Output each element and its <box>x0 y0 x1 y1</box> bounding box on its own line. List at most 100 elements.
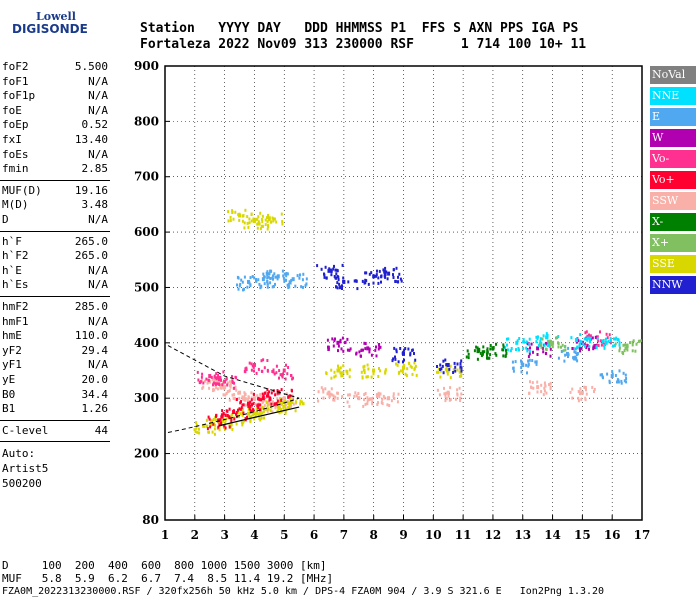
echo-dot <box>586 338 589 342</box>
echo-dot <box>266 280 269 284</box>
echo-dot <box>266 227 269 231</box>
echo-dot <box>216 387 219 391</box>
echo-dot <box>228 384 231 388</box>
data-point <box>246 411 250 416</box>
echo-dot <box>585 330 588 334</box>
echo-dot <box>260 398 263 402</box>
echo-dot <box>341 284 343 288</box>
echo-dot <box>460 369 463 373</box>
echo-dot <box>527 359 530 363</box>
echo-dot <box>522 346 525 350</box>
echo-dot <box>530 385 532 389</box>
echo-dot <box>226 383 229 387</box>
data-point <box>208 374 212 379</box>
echo-dot <box>305 277 308 281</box>
echo-dot <box>379 392 382 396</box>
param-value: 20.0 <box>81 373 109 386</box>
echo-dot <box>527 355 530 359</box>
echo-dot <box>275 364 278 368</box>
echo-dot <box>337 278 340 282</box>
echo-dot <box>270 220 272 224</box>
echo-dot <box>436 388 439 392</box>
echo-dot <box>367 367 370 371</box>
echo-dot <box>243 287 245 291</box>
echo-dot <box>540 342 542 346</box>
echo-dot <box>617 338 620 342</box>
echo-dot <box>555 336 557 340</box>
echo-dot <box>253 392 255 396</box>
param-row: hmE 110.0 <box>2 329 108 343</box>
echo-dot <box>266 394 268 398</box>
echo-dot <box>256 412 259 416</box>
echo-dot <box>534 360 537 364</box>
echo-dot <box>614 374 617 377</box>
echo-dot <box>238 218 241 222</box>
tick-label-y: 200 <box>134 447 159 461</box>
echo-dot <box>246 415 248 419</box>
echo-dot <box>266 359 269 362</box>
tick-label-x: 1 <box>161 528 169 542</box>
echo-dot <box>530 342 533 346</box>
echo-dot <box>445 397 448 401</box>
echo-dot <box>208 386 211 390</box>
data-point <box>610 374 614 379</box>
echo-dot <box>375 273 378 277</box>
echo-dot <box>288 405 291 409</box>
echo-dot <box>259 418 262 422</box>
echo-dot <box>588 333 590 337</box>
data-point <box>223 385 227 390</box>
param-value: N/A <box>88 74 108 88</box>
echo-dot <box>261 220 264 223</box>
echo-dot <box>544 384 547 388</box>
echo-dot <box>529 346 531 350</box>
echo-dot <box>621 351 624 354</box>
echo-dot <box>258 397 261 401</box>
echo-dot <box>383 396 386 400</box>
echo-dot <box>459 367 461 371</box>
echo-dot <box>218 423 221 427</box>
echo-dot <box>545 391 548 395</box>
echo-dot <box>291 400 294 404</box>
legend-item-vo-: Vo+ <box>650 171 696 189</box>
echo-dot <box>585 388 587 392</box>
echo-dot <box>202 385 205 389</box>
echo-dot <box>449 398 452 401</box>
echo-dot <box>228 407 231 411</box>
param-row: fxI 13.40 <box>2 133 108 147</box>
param-row: yF2 29.4 <box>2 344 108 358</box>
echo-dot <box>294 409 297 413</box>
echo-dot <box>602 339 605 342</box>
echo-dot <box>243 275 246 279</box>
echo-dot <box>363 371 366 375</box>
echo-dot <box>631 340 634 344</box>
param-name: fmin <box>2 162 29 176</box>
param-name: h`Es <box>2 278 29 292</box>
echo-dot <box>393 397 396 400</box>
param-name: B1 <box>2 402 16 416</box>
echo-dot <box>216 376 219 380</box>
echo-dot <box>384 275 387 279</box>
param-row: B0 34.4 <box>2 388 108 402</box>
echo-dot <box>285 392 288 396</box>
echo-dot <box>584 331 587 335</box>
echo-dot <box>252 402 255 406</box>
echo-dot <box>231 428 234 431</box>
echo-dot <box>336 391 339 395</box>
echo-dot <box>263 404 266 408</box>
echo-dot <box>572 356 575 360</box>
echo-dot <box>375 393 378 397</box>
echo-dot <box>385 270 388 274</box>
echo-dot <box>364 271 367 275</box>
echo-dot <box>454 397 457 401</box>
echo-dot <box>596 337 599 341</box>
legend-item-sse: SSE <box>650 255 696 273</box>
echo-dot <box>322 390 325 394</box>
tick-label-x: 12 <box>485 528 502 542</box>
echo-dot <box>252 413 255 417</box>
echo-dot <box>375 345 377 349</box>
echo-dot <box>593 344 596 348</box>
echo-dot <box>620 379 623 383</box>
echo-dot <box>282 406 285 409</box>
echo-dot <box>449 386 452 390</box>
echo-dot <box>282 372 284 376</box>
